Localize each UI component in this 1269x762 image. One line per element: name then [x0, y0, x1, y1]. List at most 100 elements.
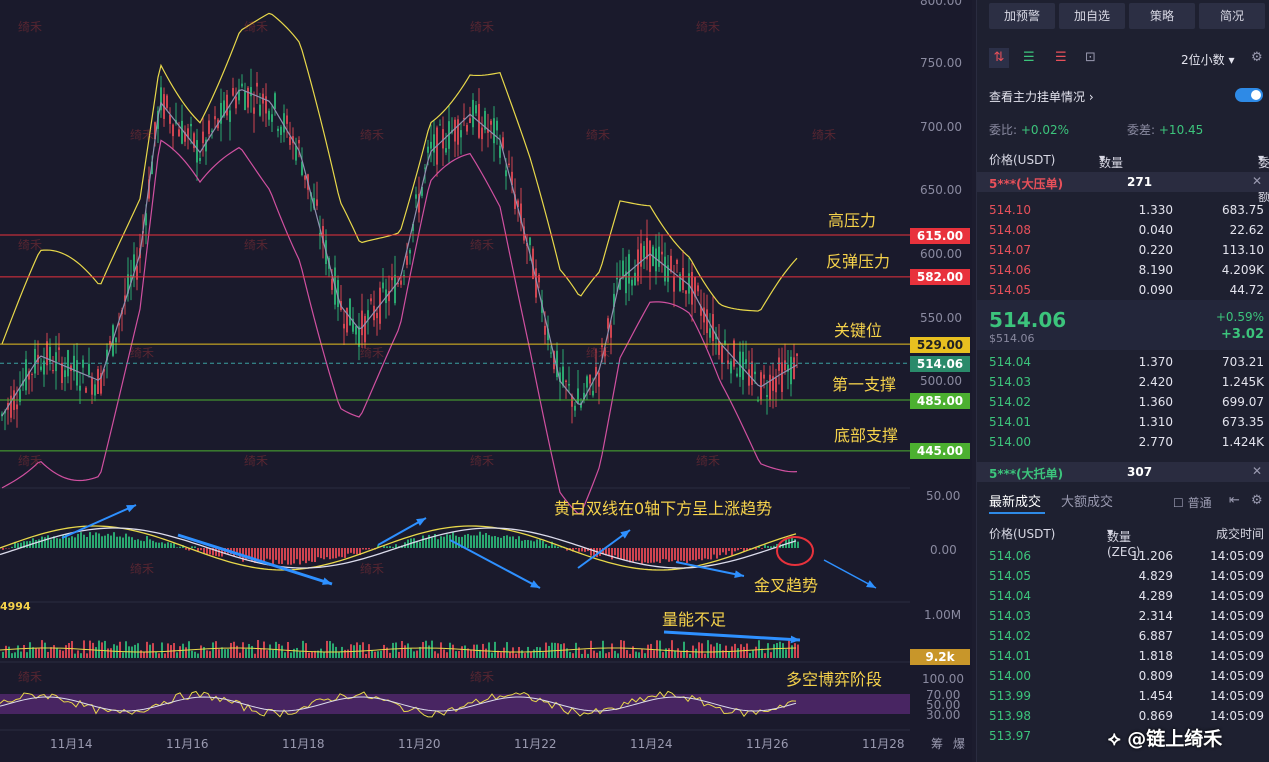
volume-bar	[14, 652, 16, 658]
macd-bar	[509, 536, 511, 548]
main-order-link-label: 查看主力挂单情况	[989, 90, 1086, 104]
candle-body	[472, 99, 474, 128]
trade-row[interactable]: 514.00 0.809 14:05:09	[977, 666, 1269, 686]
macd-bar	[653, 548, 655, 563]
add-alert-button[interactable]: 加预警	[989, 3, 1055, 29]
macd-bar	[269, 548, 271, 560]
book-bids-icon[interactable]: ☰	[1023, 50, 1035, 65]
macd-bar	[512, 536, 514, 548]
macd-bar	[692, 548, 694, 560]
chart-area[interactable]: 800.00 750.00 700.00 650.00 600.00 550.0…	[0, 0, 972, 762]
macd-bar	[437, 539, 439, 548]
trade-price: 514.05	[989, 569, 1031, 583]
book-depth-icon[interactable]: ⊡	[1085, 50, 1096, 65]
chip-label[interactable]: 筹	[931, 737, 944, 751]
candle-body	[457, 119, 459, 145]
macd-bar	[212, 548, 214, 556]
candle-body	[628, 254, 630, 284]
right-panel: 加预警 加自选 策略 简况 ⇅ ☰ ☰ ⊡ 2位小数 ▾ ⚙ 查看主力挂单情况 …	[976, 0, 1269, 762]
settings-icon[interactable]: ⚙	[1251, 493, 1263, 508]
big-bid-order[interactable]: 5***(大托单) 307 ✕	[977, 462, 1269, 482]
tab-large-trades[interactable]: 大额成交	[1061, 495, 1114, 510]
tab-latest-trades[interactable]: 最新成交	[989, 495, 1042, 510]
ordinary-label: 普通	[1187, 496, 1212, 510]
trade-row[interactable]: 514.01 1.818 14:05:09	[977, 646, 1269, 666]
trend-arrow	[449, 539, 541, 589]
liquidation-label[interactable]: 爆	[953, 737, 966, 751]
trade-row[interactable]: 514.06 11.206 14:05:09	[977, 546, 1269, 566]
volume-bar	[2, 651, 4, 658]
ask-row[interactable]: 514.08 0.040 22.62	[977, 220, 1269, 240]
volume-bar	[398, 651, 400, 658]
macd-bar	[725, 548, 727, 555]
bid-row[interactable]: 514.00 2.770 1.424K	[977, 432, 1269, 452]
bid-row[interactable]: 514.03 2.420 1.245K	[977, 372, 1269, 392]
big-ask-order[interactable]: 5***(大压单) 271 ✕	[977, 172, 1269, 192]
trade-price: 514.03	[989, 609, 1031, 623]
candlestick-chart[interactable]	[0, 0, 972, 762]
ask-row[interactable]: 514.10 1.330 683.75	[977, 200, 1269, 220]
trade-row[interactable]: 513.98 0.869 14:05:09	[977, 706, 1269, 726]
add-watchlist-button[interactable]: 加自选	[1059, 3, 1125, 29]
trade-row[interactable]: 514.05 4.829 14:05:09	[977, 566, 1269, 586]
trades-header-qty[interactable]: 数量(ZEC) ▾	[1107, 525, 1141, 559]
book-both-icon[interactable]: ⇅	[989, 48, 1009, 68]
bid-row[interactable]: 514.02 1.360 699.07	[977, 392, 1269, 412]
axis-tick-600: 600.00	[920, 247, 962, 261]
trade-row[interactable]: 514.02 6.887 14:05:09	[977, 626, 1269, 646]
candle-body	[301, 161, 303, 176]
close-icon[interactable]: ✕	[1251, 464, 1262, 478]
trade-row[interactable]: 514.04 4.289 14:05:09	[977, 586, 1269, 606]
close-icon[interactable]: ✕	[1251, 174, 1262, 188]
volume-bar	[620, 640, 622, 658]
candle-body	[730, 361, 732, 374]
price-tag-485: 485.00	[910, 393, 970, 409]
candle-body	[232, 88, 234, 96]
macd-bar	[113, 532, 115, 548]
macd-bar	[590, 548, 592, 556]
candle-body	[427, 146, 429, 153]
bid-row[interactable]: 514.01 1.310 673.35	[977, 412, 1269, 432]
volume-bar	[26, 652, 28, 658]
trend-arrowhead	[416, 518, 426, 526]
macd-axis-50: 50.00	[926, 489, 961, 503]
header-amount[interactable]: 委托额 ▾	[1257, 151, 1269, 204]
trade-row[interactable]: 513.97	[977, 726, 1269, 746]
macd-bar	[698, 548, 700, 560]
candle-body	[742, 351, 744, 380]
candle-body	[466, 125, 468, 132]
volume-bar	[509, 651, 511, 658]
macd-bar	[14, 541, 16, 548]
candle-body	[166, 95, 168, 108]
candle-body	[364, 316, 366, 343]
volume-bar	[578, 647, 580, 658]
bid-row[interactable]: 514.04 1.370 703.21	[977, 352, 1269, 372]
ask-row[interactable]: 514.07 0.220 113.10	[977, 240, 1269, 260]
main-order-toggle[interactable]	[1235, 88, 1263, 102]
trade-row[interactable]: 513.99 1.454 14:05:09	[977, 686, 1269, 706]
strategy-button[interactable]: 策略	[1129, 3, 1195, 29]
candle-body	[469, 118, 471, 124]
trend-arrow	[823, 559, 877, 589]
volume-bar	[788, 640, 790, 658]
macd-bar	[329, 548, 331, 560]
candle-body	[400, 280, 402, 285]
book-asks-icon[interactable]: ☰	[1055, 50, 1067, 65]
candle-body	[91, 377, 93, 395]
ordinary-checkbox[interactable]: ☐ 普通	[1173, 496, 1212, 510]
overview-button[interactable]: 简况	[1199, 3, 1265, 29]
ask-row[interactable]: 514.05 0.090 44.72	[977, 280, 1269, 300]
candle-body	[55, 352, 57, 372]
volume-bar	[263, 641, 265, 658]
volume-bar	[704, 653, 706, 658]
trade-row[interactable]: 514.03 2.314 14:05:09	[977, 606, 1269, 626]
main-order-link[interactable]: 查看主力挂单情况 ›	[989, 90, 1094, 104]
precision-select[interactable]: 2位小数 ▾	[1181, 53, 1235, 67]
macd-bar	[683, 548, 685, 561]
filter-icon[interactable]: ⇤	[1229, 493, 1240, 508]
header-qty[interactable]: 数量 (ZEC) ▾	[1099, 151, 1133, 185]
macd-bar	[368, 548, 370, 550]
ask-row[interactable]: 514.06 8.190 4.209K	[977, 260, 1269, 280]
settings-icon[interactable]: ⚙	[1251, 50, 1263, 65]
price-tag-615: 615.00	[910, 228, 970, 244]
